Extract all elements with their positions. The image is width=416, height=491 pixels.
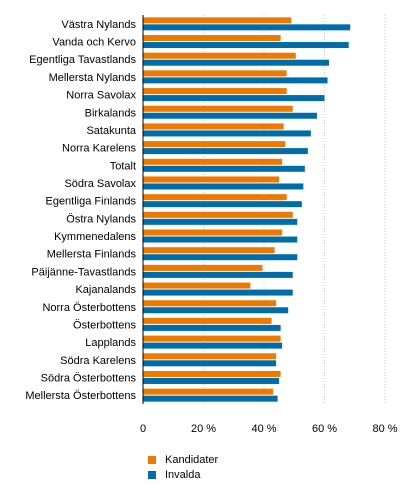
category-labels: Västra Nylands Vanda och Kervo Egentliga T… [25,19,137,402]
category-label: Norra Österbottens [42,302,136,314]
bar-kandidater [143,300,277,307]
category-label: Mellersta Österbottens [25,390,136,402]
bar-kandidater [143,105,293,112]
bar-invalda [143,289,293,296]
bar-invalda [143,42,349,49]
bar-kandidater [143,35,281,42]
bar-kandidater [143,52,296,59]
category-label: Östra Nylands [66,213,136,225]
bar-kandidater [143,247,275,254]
bar-kandidater [143,141,286,148]
category-label: Lapplands [85,337,136,349]
legend-swatch-invalda [148,470,156,479]
category-label: Kajanalands [75,284,136,296]
bar-invalda [143,165,305,172]
category-label: Totalt [110,160,136,172]
bar-kandidater [143,335,281,342]
bar-invalda [143,95,325,102]
bar-kandidater [143,70,287,77]
bar-kandidater [143,282,251,289]
category-label: Västra Nylands [61,19,136,31]
legend-swatch-kandidater [148,455,156,464]
category-label: Mellersta Finlands [47,249,137,261]
category-label: Norra Savolax [66,90,136,102]
bar-kandidater [143,353,277,360]
x-tick-label: 0 [140,423,146,435]
bar-kandidater [143,264,263,271]
bar-invalda [143,360,277,367]
bar-kandidater [143,194,287,201]
bar-kandidater [143,370,281,377]
x-tick-label: 80 % [372,423,397,435]
x-tick-label: 20 % [191,423,216,435]
category-label: Norra Karelens [62,143,136,155]
bar-invalda [143,112,317,119]
x-tick-labels: 0 20 % 40 % 60 % 80 % [140,423,398,435]
x-tick-label: 60 % [312,423,337,435]
bar-invalda [143,254,298,261]
category-label: Päijänne-Tavastlands [31,266,136,278]
bar-kandidater [143,229,283,236]
bar-kandidater [143,317,272,324]
category-label: Kymmenedalens [54,231,136,243]
bar-kandidater [143,388,274,395]
category-label: Egentliga Finlands [45,196,136,208]
bar-invalda [143,77,328,84]
bar-invalda [143,130,311,137]
bar-invalda [143,307,289,314]
bar-invalda [143,377,280,384]
legend-item-invalda: Invalda [148,467,218,482]
bar-kandidater [143,158,283,165]
category-label: Egentliga Tavastlands [29,54,136,66]
bar-invalda [143,201,302,208]
category-label: Södra Karelens [60,355,136,367]
category-label: Mellersta Nylands [49,72,137,84]
bar-kandidater [143,176,280,183]
x-tick-label: 40 % [251,423,276,435]
legend-label-invalda: Invalda [165,468,201,481]
bar-kandidater [143,123,284,130]
bar-invalda [143,271,293,278]
category-label: Birkalands [85,107,137,119]
category-label: Satakunta [86,125,136,137]
bar-invalda [143,148,308,155]
bars [143,17,351,402]
bar-invalda [143,395,278,402]
bar-kandidater [143,211,293,218]
bar-invalda [143,59,330,66]
bar-kandidater [143,17,292,24]
bar-invalda [143,342,283,349]
bar-invalda [143,324,281,331]
category-label: Södra Österbottens [41,372,137,384]
category-label: Södra Savolax [64,178,136,190]
bar-invalda [143,236,298,243]
bar-invalda [143,183,304,190]
bar-invalda [143,218,298,225]
legend: Kandidater Invalda [148,452,218,482]
category-label: Vanda och Kervo [52,37,136,49]
legend-label-kandidater: Kandidater [165,453,219,466]
bar-invalda [143,24,351,31]
bar-kandidater [143,88,287,95]
legend-item-kandidater: Kandidater [148,452,218,467]
category-label: Österbottens [73,319,136,331]
